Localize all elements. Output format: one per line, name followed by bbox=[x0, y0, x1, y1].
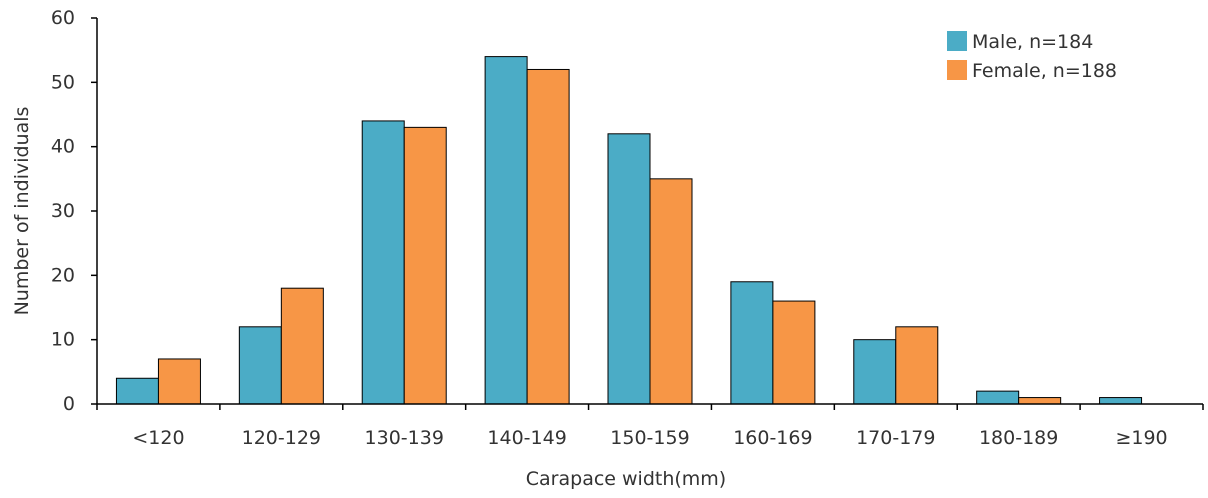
legend-swatch bbox=[947, 60, 967, 80]
bar-male bbox=[115, 377, 159, 405]
bar-female bbox=[157, 358, 201, 405]
bar-female bbox=[649, 178, 693, 405]
y-tick-label: 0 bbox=[63, 393, 75, 415]
legend-label: Male, n=184 bbox=[972, 31, 1093, 53]
x-ticks: <120 120-129 130-139 140-149 150-159 160-169 1… bbox=[96, 404, 1204, 449]
x-tick-label: 160-169 bbox=[733, 427, 812, 449]
y-tick-label: 30 bbox=[51, 200, 75, 222]
bar-female bbox=[280, 287, 324, 405]
bar-male bbox=[1099, 397, 1143, 405]
bars-layer bbox=[115, 56, 1143, 405]
x-tick-label: 120-129 bbox=[242, 427, 321, 449]
y-tick-label: 40 bbox=[51, 136, 75, 158]
bar-female bbox=[772, 300, 816, 405]
x-tick-label: 180-189 bbox=[979, 427, 1058, 449]
bar-male bbox=[976, 390, 1020, 405]
bar-female bbox=[403, 126, 447, 405]
legend: Male, n=184 Female, n=188 bbox=[947, 31, 1117, 82]
x-tick-label: ≥190 bbox=[1115, 427, 1167, 449]
y-tick-label: 20 bbox=[51, 264, 75, 286]
x-tick-label: 140-149 bbox=[487, 427, 566, 449]
bar-female bbox=[895, 326, 939, 405]
bar-male bbox=[484, 56, 528, 405]
y-tick-label: 50 bbox=[51, 71, 75, 93]
bar-female bbox=[526, 68, 570, 405]
y-ticks: 0 10 20 30 40 50 60 bbox=[51, 7, 97, 415]
x-tick-label: <120 bbox=[132, 427, 184, 449]
x-tick-label: 150-159 bbox=[610, 427, 689, 449]
y-axis-title: Number of individuals bbox=[11, 107, 33, 316]
bar-male bbox=[853, 339, 897, 405]
y-tick-label: 60 bbox=[51, 7, 75, 29]
x-axis-title: Carapace width(mm) bbox=[526, 468, 726, 490]
x-tick-label: 130-139 bbox=[365, 427, 444, 449]
x-tick-label: 170-179 bbox=[856, 427, 935, 449]
legend-swatch bbox=[947, 31, 967, 51]
bar-female bbox=[1018, 397, 1062, 405]
y-tick-label: 10 bbox=[51, 329, 75, 351]
bar-male bbox=[361, 120, 405, 405]
bar-male bbox=[730, 281, 774, 405]
legend-label: Female, n=188 bbox=[972, 60, 1117, 82]
bar-male bbox=[607, 133, 651, 405]
bar-male bbox=[238, 326, 282, 405]
